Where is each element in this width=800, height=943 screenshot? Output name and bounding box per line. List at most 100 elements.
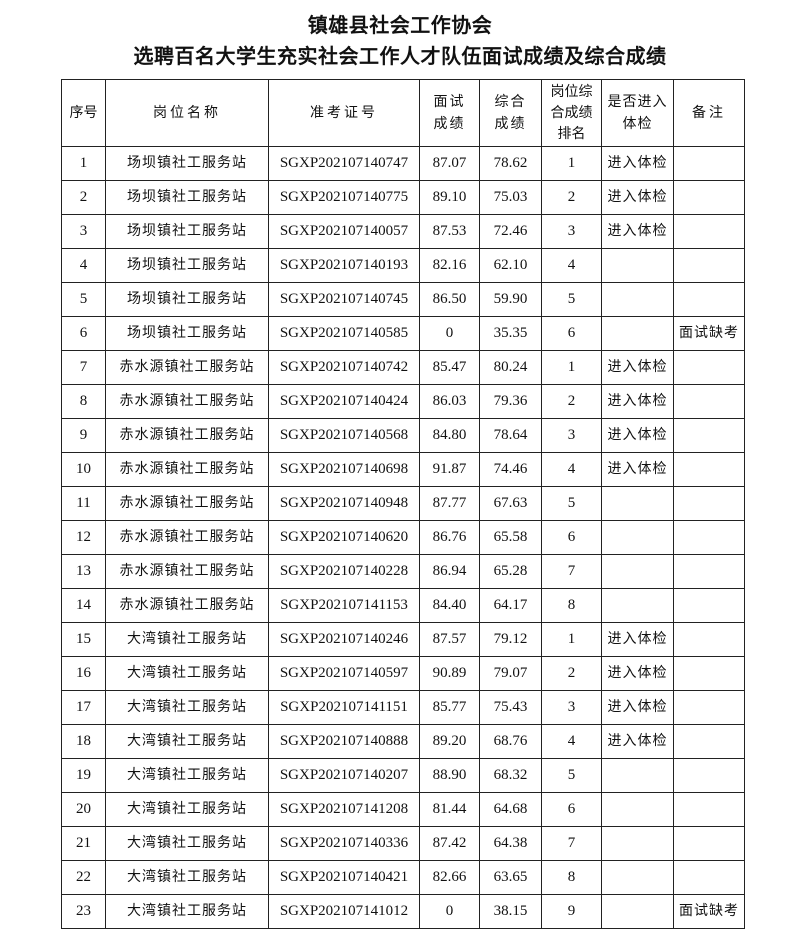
cell-seq: 9 bbox=[61, 418, 106, 453]
cell-physical: 进入体检 bbox=[601, 384, 674, 419]
cell-ticket: SGXP202107140207 bbox=[268, 758, 420, 793]
cell-ticket: SGXP202107140568 bbox=[268, 418, 420, 453]
cell-ticket: SGXP202107140228 bbox=[268, 554, 420, 589]
table-row: 18 大湾镇社工服务站 SGXP202107140888 89.20 68.76 4 进入体… bbox=[61, 724, 745, 759]
cell-remark bbox=[673, 384, 745, 419]
cell-seq: 12 bbox=[61, 520, 106, 555]
cell-composite: 64.68 bbox=[479, 792, 542, 827]
table-row: 11 赤水源镇社工服务站 SGXP202107140948 87.77 67.63 5 bbox=[61, 486, 745, 521]
cell-remark bbox=[673, 520, 745, 555]
cell-remark bbox=[673, 214, 745, 249]
cell-rank: 6 bbox=[541, 792, 602, 827]
cell-position: 赤水源镇社工服务站 bbox=[105, 588, 269, 623]
cell-interview: 86.76 bbox=[419, 520, 480, 555]
cell-rank: 3 bbox=[541, 418, 602, 453]
cell-interview: 85.47 bbox=[419, 350, 480, 385]
cell-seq: 21 bbox=[61, 826, 106, 861]
cell-remark: 面试缺考 bbox=[673, 316, 745, 351]
cell-interview: 84.40 bbox=[419, 588, 480, 623]
results-table: 序号 岗位名称 准考证号 面试成绩 综合成绩 岗位综合成绩排名 是否进入体检 备… bbox=[61, 79, 745, 929]
cell-ticket: SGXP202107140585 bbox=[268, 316, 420, 351]
header-physical: 是否进入体检 bbox=[601, 79, 674, 147]
cell-position: 场坝镇社工服务站 bbox=[105, 316, 269, 351]
cell-remark bbox=[673, 758, 745, 793]
cell-physical: 进入体检 bbox=[601, 622, 674, 657]
cell-rank: 3 bbox=[541, 214, 602, 249]
cell-remark bbox=[673, 146, 745, 181]
table-row: 6 场坝镇社工服务站 SGXP202107140585 0 35.35 6 面试缺考 bbox=[61, 316, 745, 351]
cell-interview: 84.80 bbox=[419, 418, 480, 453]
cell-seq: 8 bbox=[61, 384, 106, 419]
cell-interview: 86.03 bbox=[419, 384, 480, 419]
cell-ticket: SGXP202107140057 bbox=[268, 214, 420, 249]
cell-physical bbox=[601, 554, 674, 589]
cell-rank: 7 bbox=[541, 554, 602, 589]
cell-seq: 13 bbox=[61, 554, 106, 589]
cell-physical: 进入体检 bbox=[601, 656, 674, 691]
cell-position: 大湾镇社工服务站 bbox=[105, 860, 269, 895]
cell-rank: 8 bbox=[541, 860, 602, 895]
cell-rank: 4 bbox=[541, 248, 602, 283]
cell-rank: 1 bbox=[541, 350, 602, 385]
cell-rank: 3 bbox=[541, 690, 602, 725]
cell-seq: 11 bbox=[61, 486, 106, 521]
cell-remark bbox=[673, 452, 745, 487]
cell-ticket: SGXP202107141153 bbox=[268, 588, 420, 623]
cell-position: 场坝镇社工服务站 bbox=[105, 282, 269, 317]
cell-interview: 87.07 bbox=[419, 146, 480, 181]
cell-seq: 7 bbox=[61, 350, 106, 385]
cell-rank: 2 bbox=[541, 656, 602, 691]
cell-physical bbox=[601, 588, 674, 623]
cell-rank: 4 bbox=[541, 452, 602, 487]
cell-interview: 81.44 bbox=[419, 792, 480, 827]
cell-composite: 75.43 bbox=[479, 690, 542, 725]
cell-rank: 1 bbox=[541, 622, 602, 657]
cell-composite: 68.76 bbox=[479, 724, 542, 759]
cell-physical: 进入体检 bbox=[601, 690, 674, 725]
table-row: 16 大湾镇社工服务站 SGXP202107140597 90.89 79.07 2 进入体… bbox=[61, 656, 745, 691]
cell-interview: 87.57 bbox=[419, 622, 480, 657]
cell-position: 赤水源镇社工服务站 bbox=[105, 520, 269, 555]
header-rank: 岗位综合成绩排名 bbox=[541, 79, 602, 147]
cell-remark bbox=[673, 792, 745, 827]
header-remark: 备注 bbox=[673, 79, 745, 147]
cell-position: 大湾镇社工服务站 bbox=[105, 894, 269, 929]
cell-remark bbox=[673, 486, 745, 521]
header-ticket: 准考证号 bbox=[268, 79, 420, 147]
table-row: 23 大湾镇社工服务站 SGXP202107141012 0 38.15 9 面试缺考 bbox=[61, 894, 745, 929]
cell-ticket: SGXP202107140698 bbox=[268, 452, 420, 487]
cell-composite: 75.03 bbox=[479, 180, 542, 215]
cell-position: 场坝镇社工服务站 bbox=[105, 248, 269, 283]
cell-interview: 87.42 bbox=[419, 826, 480, 861]
cell-rank: 2 bbox=[541, 180, 602, 215]
cell-position: 赤水源镇社工服务站 bbox=[105, 452, 269, 487]
cell-physical: 进入体检 bbox=[601, 724, 674, 759]
table-row: 7 赤水源镇社工服务站 SGXP202107140742 85.47 80.24 1 进入体… bbox=[61, 350, 745, 385]
cell-remark bbox=[673, 826, 745, 861]
cell-ticket: SGXP202107141151 bbox=[268, 690, 420, 725]
cell-position: 大湾镇社工服务站 bbox=[105, 792, 269, 827]
cell-seq: 5 bbox=[61, 282, 106, 317]
cell-rank: 6 bbox=[541, 316, 602, 351]
cell-seq: 14 bbox=[61, 588, 106, 623]
table-row: 5 场坝镇社工服务站 SGXP202107140745 86.50 59.90 5 bbox=[61, 282, 745, 317]
cell-physical: 进入体检 bbox=[601, 180, 674, 215]
header-row: 序号 岗位名称 准考证号 面试成绩 综合成绩 岗位综合成绩排名 是否进入体检 备… bbox=[61, 79, 745, 147]
cell-ticket: SGXP202107140424 bbox=[268, 384, 420, 419]
cell-remark bbox=[673, 248, 745, 283]
cell-position: 大湾镇社工服务站 bbox=[105, 690, 269, 725]
cell-ticket: SGXP202107140742 bbox=[268, 350, 420, 385]
cell-physical bbox=[601, 520, 674, 555]
cell-position: 赤水源镇社工服务站 bbox=[105, 418, 269, 453]
cell-position: 场坝镇社工服务站 bbox=[105, 180, 269, 215]
cell-rank: 8 bbox=[541, 588, 602, 623]
cell-composite: 59.90 bbox=[479, 282, 542, 317]
cell-ticket: SGXP202107140747 bbox=[268, 146, 420, 181]
cell-composite: 67.63 bbox=[479, 486, 542, 521]
cell-interview: 87.77 bbox=[419, 486, 480, 521]
cell-position: 大湾镇社工服务站 bbox=[105, 656, 269, 691]
cell-seq: 10 bbox=[61, 452, 106, 487]
cell-physical: 进入体检 bbox=[601, 214, 674, 249]
table-row: 14 赤水源镇社工服务站 SGXP202107141153 84.40 64.17 8 bbox=[61, 588, 745, 623]
document-subtitle: 选聘百名大学生充实社会工作人才队伍面试成绩及综合成绩 bbox=[133, 44, 667, 68]
